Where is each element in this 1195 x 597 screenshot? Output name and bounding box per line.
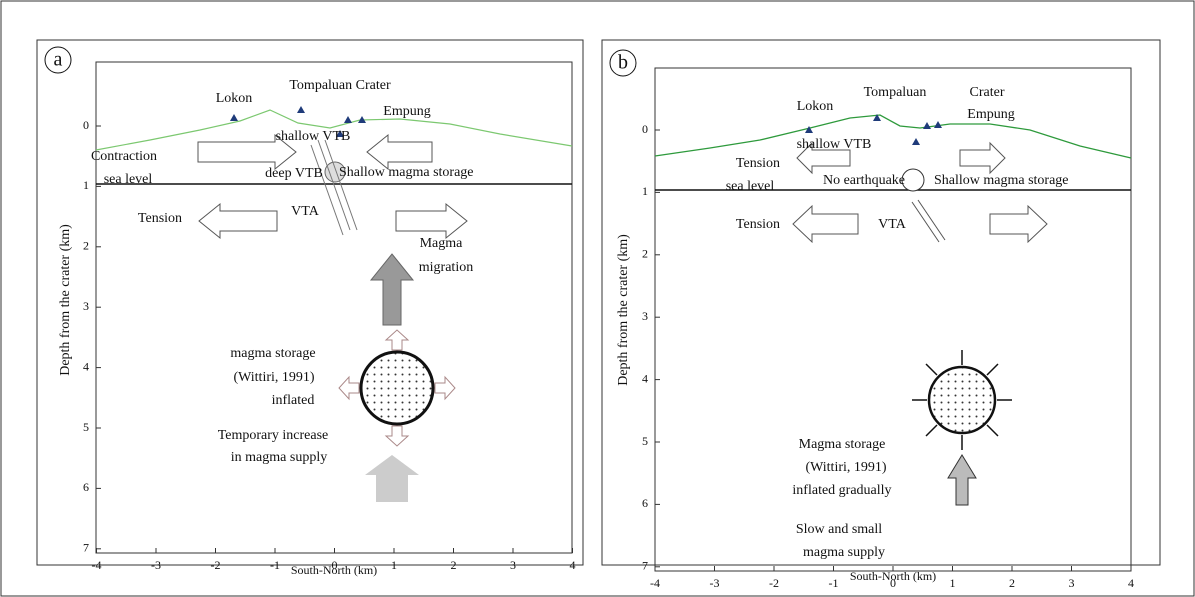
annotation: VTA bbox=[291, 204, 320, 219]
x-tick-label: -4 bbox=[92, 558, 102, 572]
annotation: Empung bbox=[967, 107, 1014, 122]
y-tick-label: 5 bbox=[642, 434, 648, 448]
x-axis-label: South-North (km) bbox=[291, 563, 377, 577]
terrain bbox=[95, 109, 573, 151]
annotation: (Wittiri, 1991) bbox=[805, 460, 886, 475]
annotation: Contraction bbox=[91, 149, 157, 164]
annotation: migration bbox=[419, 260, 473, 275]
x-tick-label: 3 bbox=[510, 558, 516, 572]
y-tick-label: 4 bbox=[642, 371, 648, 385]
annotation: sea level bbox=[104, 172, 153, 187]
terrain bbox=[654, 114, 1132, 159]
y-tick-label: 3 bbox=[642, 309, 648, 323]
x-tick-label: 0 bbox=[332, 558, 338, 572]
y-tick-label: 6 bbox=[642, 496, 648, 510]
x-tick-label: 2 bbox=[451, 558, 457, 572]
x-tick-label: 1 bbox=[391, 558, 397, 572]
y-tick-label: 2 bbox=[642, 247, 648, 261]
annotation: magma storage bbox=[230, 346, 315, 361]
panel-frame bbox=[601, 39, 1161, 566]
plot-area bbox=[654, 67, 1132, 572]
expansion-arrows bbox=[338, 329, 456, 447]
volcano-markers bbox=[805, 114, 942, 145]
annotation: sea level bbox=[726, 179, 775, 194]
y-tick-label: 0 bbox=[642, 122, 648, 136]
x-tick-label: 3 bbox=[1069, 576, 1075, 590]
annotation: Tension bbox=[736, 156, 780, 171]
x-tick-label: -4 bbox=[650, 576, 660, 590]
annotation: Empung bbox=[383, 104, 430, 119]
y-tick-label: 1 bbox=[83, 178, 89, 192]
x-axis-label: South-North (km) bbox=[850, 569, 936, 583]
x-tick-label: 4 bbox=[1128, 576, 1134, 590]
volcano-markers bbox=[230, 106, 366, 137]
annotation: Tompaluan bbox=[864, 85, 927, 100]
supply-arrow bbox=[365, 455, 419, 502]
block-arrows bbox=[197, 133, 468, 240]
annotation: Shallow magma storage bbox=[934, 173, 1069, 188]
annotation: inflated gradually bbox=[792, 483, 891, 498]
y-axis-label: Depth from the crater (km) bbox=[58, 224, 73, 376]
magma-storage bbox=[927, 365, 997, 435]
migration-arrow bbox=[369, 253, 415, 326]
magma-storage bbox=[359, 350, 435, 426]
panel-label-circle bbox=[44, 46, 72, 74]
annotation: shallow VTB bbox=[797, 137, 872, 152]
panel-label: b bbox=[618, 52, 628, 74]
annotation: Tompaluan Crater bbox=[289, 78, 391, 93]
block-arrows bbox=[792, 141, 1048, 244]
shallow-storage bbox=[324, 161, 346, 183]
y-axis-label: Depth from the crater (km) bbox=[616, 234, 631, 386]
y-tick-label: 7 bbox=[83, 541, 89, 555]
y-tick-label: 2 bbox=[83, 239, 89, 253]
annotation: Tension bbox=[138, 211, 182, 226]
x-tick-label: 2 bbox=[1009, 576, 1015, 590]
expansion-arrows bbox=[912, 350, 1012, 450]
fault-lines bbox=[310, 139, 358, 236]
supply-arrow bbox=[947, 454, 977, 506]
fault-lines bbox=[911, 199, 946, 243]
annotation: Magma bbox=[420, 236, 464, 251]
y-tick-label: 0 bbox=[83, 118, 89, 132]
annotation: shallow VTB bbox=[276, 129, 351, 144]
x-tick-label: -1 bbox=[270, 558, 280, 572]
shallow-storage bbox=[901, 168, 925, 192]
x-tick-label: -1 bbox=[829, 576, 839, 590]
x-tick-label: -3 bbox=[710, 576, 720, 590]
annotation: deep VTB bbox=[265, 166, 323, 181]
x-tick-label: -3 bbox=[151, 558, 161, 572]
panel-label: a bbox=[54, 49, 63, 71]
annotation: inflated bbox=[272, 393, 315, 408]
annotation: (Wittiri, 1991) bbox=[233, 370, 314, 385]
y-tick-label: 6 bbox=[83, 480, 89, 494]
annotation: in magma supply bbox=[231, 450, 327, 465]
annotation: Magma storage bbox=[799, 437, 886, 452]
x-tick-label: 0 bbox=[890, 576, 896, 590]
annotation: Lokon bbox=[797, 99, 834, 114]
y-tick-label: 4 bbox=[83, 359, 89, 373]
x-tick-label: -2 bbox=[211, 558, 221, 572]
x-tick-label: -2 bbox=[769, 576, 779, 590]
annotation: Crater bbox=[970, 85, 1005, 100]
annotation: Slow and small bbox=[796, 522, 882, 537]
y-tick-label: 7 bbox=[642, 559, 648, 573]
y-tick-label: 5 bbox=[83, 420, 89, 434]
annotation: No earthquake bbox=[823, 173, 905, 188]
y-tick-label: 3 bbox=[83, 299, 89, 313]
annotation: Lokon bbox=[216, 91, 253, 106]
y-tick-label: 1 bbox=[642, 184, 648, 198]
panel-label-circle bbox=[609, 49, 637, 77]
x-tick-label: 1 bbox=[950, 576, 956, 590]
x-tick-label: 4 bbox=[570, 558, 576, 572]
annotation: magma supply bbox=[803, 545, 885, 560]
annotation: Shallow magma storage bbox=[339, 165, 474, 180]
annotation: Tension bbox=[736, 217, 780, 232]
annotation: Temporary increase bbox=[218, 428, 329, 443]
panel-frame bbox=[36, 39, 584, 566]
annotation: VTA bbox=[878, 217, 907, 232]
